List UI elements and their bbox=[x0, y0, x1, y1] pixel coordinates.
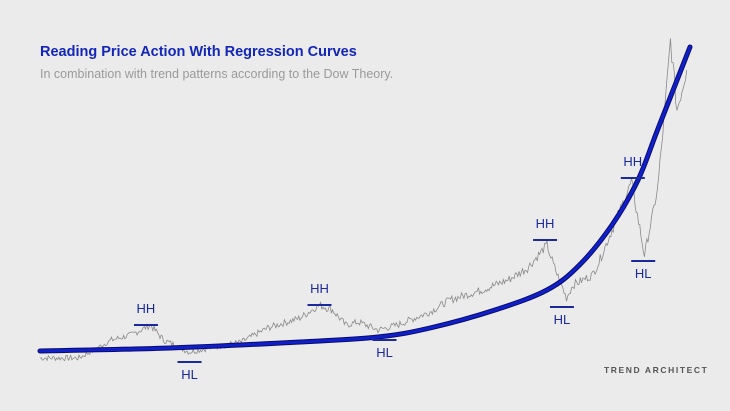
hh-label: HH bbox=[536, 216, 555, 231]
hh-label: HH bbox=[310, 281, 329, 296]
hh-label: HH bbox=[137, 301, 156, 316]
hl-label: HL bbox=[635, 266, 652, 281]
brand-logo: TREND ARCHITECT bbox=[604, 365, 709, 375]
chart-title: Reading Price Action With Regression Cur… bbox=[40, 44, 357, 60]
chart-subtitle: In combination with trend patterns accor… bbox=[40, 67, 394, 81]
hl-label: HL bbox=[376, 345, 393, 360]
hl-label: HL bbox=[554, 312, 571, 327]
hh-label: HH bbox=[623, 154, 642, 169]
regression-curve bbox=[38, 45, 692, 353]
hl-label: HL bbox=[181, 367, 198, 382]
